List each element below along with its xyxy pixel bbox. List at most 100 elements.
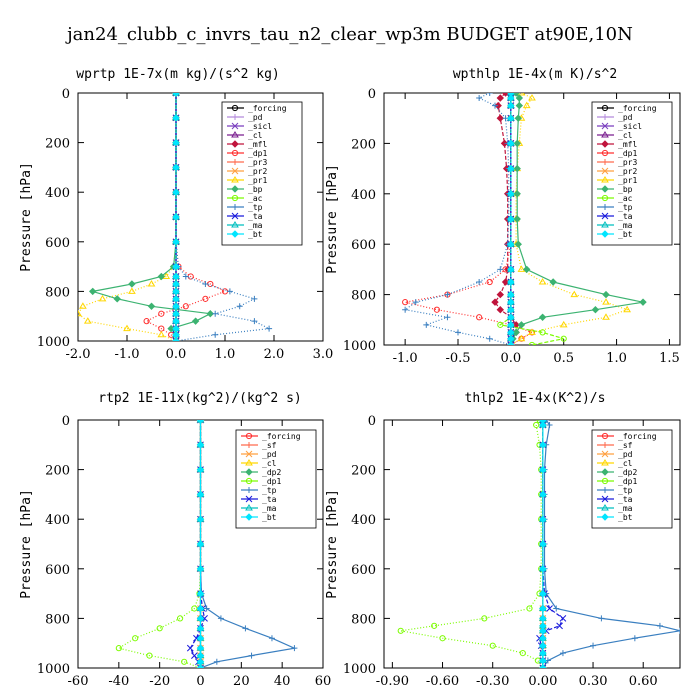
legend-entry: _tp (248, 203, 263, 212)
legend-marker (245, 459, 253, 466)
series-point (147, 302, 156, 310)
legend-entry: _dp1 (248, 149, 267, 158)
x-tick-label: 40 (274, 674, 291, 689)
y-tick-label: 600 (351, 238, 376, 253)
series-point (248, 652, 255, 659)
series-point (539, 604, 547, 613)
legend-marker (245, 477, 253, 485)
series-point (591, 306, 600, 314)
legend-marker (245, 513, 253, 521)
series-point (507, 321, 515, 329)
legend-marker (245, 432, 253, 440)
series-point (507, 164, 515, 173)
series-point (157, 272, 166, 281)
series-point (553, 605, 560, 612)
x-tick-label: 1.5 (659, 351, 680, 366)
series-line-tp (542, 420, 680, 668)
y-axis-label: Pressure [hPa] (19, 162, 34, 272)
legend-entry: _sf (618, 441, 633, 450)
y-tick-label: 200 (351, 464, 376, 479)
series-point (412, 299, 419, 306)
series-point (196, 614, 205, 623)
series-point (486, 335, 493, 342)
y-tick-label: 800 (351, 289, 376, 304)
series-line-pr1 (510, 93, 629, 345)
series-point (526, 605, 533, 612)
legend-entry: _sicl (248, 122, 272, 131)
y-tick-label: 1000 (37, 335, 70, 350)
series-point (602, 290, 610, 299)
legend-entry: _ta (248, 212, 263, 221)
y-tick-label: 200 (351, 137, 376, 152)
legend-entry: _forcing (618, 104, 657, 113)
series-point (196, 490, 205, 499)
series-point (444, 314, 451, 321)
series-point (501, 278, 510, 286)
series-point (251, 295, 258, 302)
legend-marker (246, 487, 252, 493)
series-point (539, 441, 547, 449)
series-point (196, 465, 205, 474)
x-tick-label: 0.60 (629, 674, 658, 689)
series-point (497, 321, 504, 328)
series-point (196, 624, 205, 633)
panel-1: wprtp 1E-7x(m kg)/(s^2 kg) Pressure [hPa]… (19, 67, 333, 362)
series-point (507, 215, 515, 223)
series-point (539, 421, 547, 429)
x-tick-label: 1.0 (215, 347, 236, 362)
legend-entry: _pr3 (248, 158, 267, 167)
legend-marker (245, 495, 253, 503)
series-point (128, 287, 136, 294)
series-point (507, 298, 515, 306)
legend: _forcing_pd_sicl_cl_mfl_dp1_pr3_pr2_pr1_… (591, 101, 673, 246)
legend-marker (231, 140, 239, 148)
series-point (172, 114, 180, 122)
legend-entry: _sf (262, 441, 277, 450)
series-point (533, 421, 540, 429)
series-point (539, 540, 547, 548)
series-point (539, 656, 547, 665)
y-tick-label: 0 (368, 414, 376, 429)
legend-marker (601, 221, 609, 228)
series-point (515, 101, 524, 110)
series-point (656, 622, 663, 629)
series-point (226, 288, 233, 295)
series-point (631, 635, 638, 642)
series-point (213, 658, 220, 665)
legend-marker (231, 230, 239, 238)
series-point (519, 650, 526, 657)
legend-entry: _cl (618, 131, 633, 140)
series-point (514, 114, 522, 122)
series-point (172, 262, 180, 271)
x-tick-label: 0 (196, 674, 204, 689)
legend-marker (231, 167, 239, 175)
series-point (486, 93, 493, 96)
y-tick-label: 0 (62, 414, 70, 429)
y-tick-label: 400 (45, 513, 70, 528)
legend-entry: _ta (262, 495, 277, 504)
series-point (560, 335, 567, 342)
legend: _forcing_sf_pd_cl_dp2_dp1_tp_ta_ma_bt (235, 429, 317, 529)
x-tick-label: 1.0 (606, 351, 627, 366)
series-point (433, 306, 440, 313)
y-tick-label: 0 (368, 87, 376, 102)
series-point (513, 139, 521, 148)
series-point (455, 329, 461, 336)
series-point (507, 341, 515, 345)
legend-marker (602, 159, 608, 165)
x-tick-label: -1.0 (393, 351, 418, 366)
series-point (507, 313, 515, 321)
series-point (497, 266, 504, 273)
y-tick-label: 800 (351, 612, 376, 627)
legend-marker (601, 185, 609, 193)
series-point (507, 101, 515, 110)
series-point (172, 280, 180, 288)
series-point (481, 615, 488, 622)
legend-entry: _ma (248, 221, 263, 230)
legend-entry: _bt (248, 230, 263, 239)
legend-entry: _pr2 (248, 167, 267, 176)
series-point (88, 287, 97, 296)
series-point (172, 295, 180, 303)
series-point (147, 279, 156, 287)
series-point (507, 306, 515, 314)
